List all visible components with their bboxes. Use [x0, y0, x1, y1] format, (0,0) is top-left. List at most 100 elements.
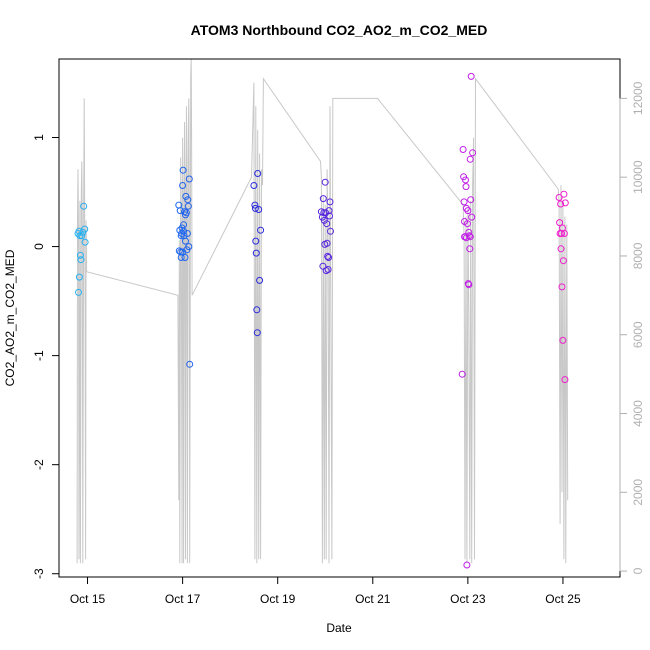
data-point [78, 232, 86, 240]
data-point [253, 306, 261, 314]
data-point [459, 146, 467, 153]
x-tick-label: Oct 25 [545, 592, 581, 606]
data-point [467, 196, 475, 204]
data-point [465, 228, 473, 236]
data-point [179, 166, 187, 174]
data-point [184, 202, 192, 210]
x-tick-label: Oct 21 [355, 592, 391, 606]
data-point [185, 243, 193, 251]
data-point [458, 370, 466, 378]
data-point [559, 257, 567, 265]
y-left-tick-label: -2 [32, 459, 46, 470]
y-right-tick-label: 2000 [631, 479, 645, 506]
data-point [468, 213, 476, 221]
points-layer [74, 72, 569, 569]
data-point [462, 176, 469, 184]
y-left-tick-label: 0 [32, 243, 46, 250]
data-point [75, 288, 82, 296]
data-point [323, 239, 331, 247]
data-point [256, 276, 264, 284]
data-point [319, 262, 327, 270]
y-axis-left: 1 0 -1 -2 -3 [32, 134, 60, 579]
data-point [462, 204, 470, 212]
y-axis-right: 0 2000 4000 6000 8000 10000 12000 [619, 81, 645, 574]
data-point [251, 204, 259, 212]
data-point [327, 227, 334, 235]
data-point [176, 207, 184, 215]
y-left-tick-label: -1 [32, 350, 46, 361]
data-point [251, 201, 259, 209]
data-point [324, 252, 332, 260]
data-point [555, 194, 563, 201]
data-point [252, 249, 260, 257]
data-point [185, 175, 193, 183]
data-point [254, 170, 262, 177]
x-axis: Oct 15 Oct 17 Oct 19 Oct 21 Oct 23 Oct 25 [70, 576, 581, 606]
data-point [560, 190, 568, 198]
data-point [178, 224, 186, 232]
data-point [76, 251, 84, 259]
x-axis-label: Date [326, 621, 352, 635]
data-point [460, 198, 468, 206]
x-tick-label: Oct 19 [260, 592, 296, 606]
data-point [559, 336, 567, 344]
data-point [463, 220, 471, 228]
data-point [465, 232, 473, 240]
y-left-tick-label: 1 [32, 134, 46, 141]
data-point [324, 266, 332, 273]
data-point [326, 212, 333, 220]
x-tick-label: Oct 23 [450, 592, 486, 606]
y-right-tick-label: 4000 [631, 400, 645, 427]
data-point [561, 199, 569, 207]
data-point [250, 182, 258, 189]
y-axis-label: CO2_AO2_m_CO2_MED [3, 249, 17, 386]
data-point [325, 207, 333, 215]
data-point [466, 233, 474, 241]
y-right-tick-label: 10000 [631, 160, 645, 194]
data-point [557, 200, 565, 208]
y-right-tick-label: 6000 [631, 321, 645, 348]
data-point [253, 329, 261, 337]
data-point [323, 220, 331, 228]
data-point [81, 238, 89, 246]
data-point [81, 225, 89, 233]
data-point [183, 230, 191, 237]
data-point [182, 237, 189, 245]
data-point [469, 149, 477, 157]
data-point [252, 237, 260, 245]
data-point [255, 206, 263, 213]
y-right-tick-label: 8000 [631, 242, 645, 269]
data-point [556, 219, 564, 227]
data-point [462, 183, 470, 191]
data-point [177, 232, 185, 240]
data-point [186, 360, 194, 368]
data-point [179, 182, 187, 189]
data-point [560, 230, 568, 237]
data-point [325, 254, 333, 261]
data-point [557, 245, 565, 253]
data-point [326, 198, 334, 206]
data-point [467, 72, 475, 80]
data-point [179, 248, 187, 256]
y-left-tick-label: -3 [32, 568, 46, 579]
y-right-tick-label: 0 [631, 567, 645, 574]
data-point [175, 247, 183, 255]
data-point [80, 202, 88, 210]
x-tick-label: Oct 17 [165, 592, 201, 606]
data-point [77, 256, 85, 264]
chart-title: ATOM3 Northbound CO2_AO2_m_CO2_MED [191, 22, 488, 38]
x-tick-label: Oct 15 [70, 592, 106, 606]
line-series-layer [76, 58, 569, 564]
data-point [466, 245, 474, 253]
data-point [463, 561, 471, 569]
line-series [76, 58, 569, 564]
data-point [319, 195, 327, 203]
data-point [466, 155, 474, 163]
data-point [321, 178, 329, 186]
data-point [558, 283, 566, 291]
data-point [182, 209, 190, 217]
y-right-tick-label: 12000 [631, 81, 645, 115]
data-point [75, 273, 83, 281]
data-point [561, 376, 569, 384]
